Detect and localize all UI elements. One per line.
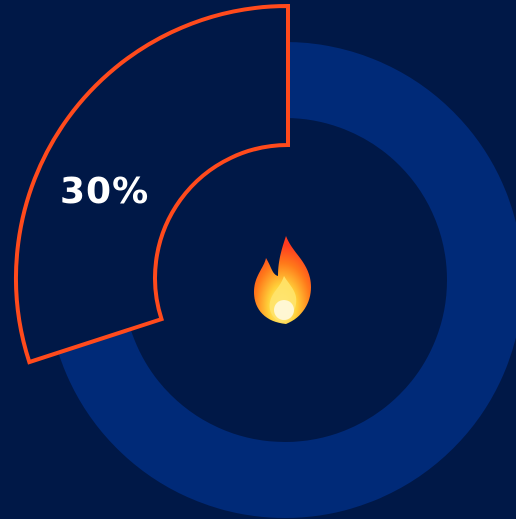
fire-icon <box>254 236 311 324</box>
progress-percent-label: 30% <box>60 171 150 212</box>
ring-highlight-segment <box>14 3 290 365</box>
